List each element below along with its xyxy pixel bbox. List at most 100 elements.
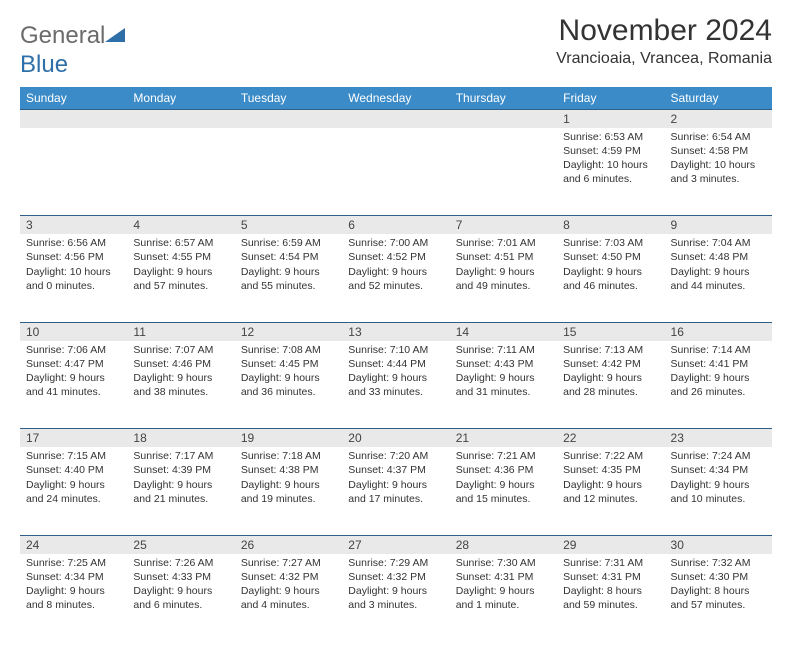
day-content-cell: Sunrise: 7:18 AMSunset: 4:38 PMDaylight:…	[235, 447, 342, 535]
day-number-cell: 10	[20, 322, 127, 341]
sunrise-text: Sunrise: 7:04 AM	[671, 236, 766, 250]
weekday-header-row: Sunday Monday Tuesday Wednesday Thursday…	[20, 87, 772, 110]
day-number-cell: 5	[235, 216, 342, 235]
day-number-cell: 14	[450, 322, 557, 341]
month-title: November 2024	[556, 14, 772, 48]
logo-text-general: General	[20, 22, 105, 49]
day-number-row: 17181920212223	[20, 429, 772, 448]
day-content-cell: Sunrise: 7:15 AMSunset: 4:40 PMDaylight:…	[20, 447, 127, 535]
day-number-cell: 4	[127, 216, 234, 235]
day-content-cell	[342, 128, 449, 216]
day-number-cell: 18	[127, 429, 234, 448]
day-number-cell: 19	[235, 429, 342, 448]
weekday-header: Tuesday	[235, 87, 342, 110]
day-number-cell: 16	[665, 322, 772, 341]
location-label: Vrancioaia, Vrancea, Romania	[556, 50, 772, 68]
day-content-cell: Sunrise: 7:31 AMSunset: 4:31 PMDaylight:…	[557, 554, 664, 642]
sunset-text: Sunset: 4:54 PM	[241, 250, 336, 264]
brand-logo: General Blue	[20, 14, 127, 79]
daylight-text: Daylight: 10 hours and 0 minutes.	[26, 265, 121, 293]
day-number-cell: 7	[450, 216, 557, 235]
day-content-row: Sunrise: 6:53 AMSunset: 4:59 PMDaylight:…	[20, 128, 772, 216]
daylight-text: Daylight: 9 hours and 28 minutes.	[563, 371, 658, 399]
day-content-cell: Sunrise: 7:10 AMSunset: 4:44 PMDaylight:…	[342, 341, 449, 429]
day-content-cell: Sunrise: 7:20 AMSunset: 4:37 PMDaylight:…	[342, 447, 449, 535]
sunset-text: Sunset: 4:43 PM	[456, 357, 551, 371]
day-content-cell: Sunrise: 7:11 AMSunset: 4:43 PMDaylight:…	[450, 341, 557, 429]
day-content-cell: Sunrise: 7:21 AMSunset: 4:36 PMDaylight:…	[450, 447, 557, 535]
day-number-cell: 25	[127, 535, 234, 554]
day-number-cell: 23	[665, 429, 772, 448]
sunrise-text: Sunrise: 7:10 AM	[348, 343, 443, 357]
daylight-text: Daylight: 9 hours and 15 minutes.	[456, 478, 551, 506]
calendar-page: General Blue November 2024 Vrancioaia, V…	[0, 0, 792, 656]
day-number-row: 10111213141516	[20, 322, 772, 341]
day-number-row: 24252627282930	[20, 535, 772, 554]
sunrise-text: Sunrise: 7:06 AM	[26, 343, 121, 357]
sunset-text: Sunset: 4:34 PM	[671, 463, 766, 477]
day-number-cell: 17	[20, 429, 127, 448]
sunrise-text: Sunrise: 7:15 AM	[26, 449, 121, 463]
sunrise-text: Sunrise: 7:30 AM	[456, 556, 551, 570]
day-content-cell: Sunrise: 7:01 AMSunset: 4:51 PMDaylight:…	[450, 234, 557, 322]
sunrise-text: Sunrise: 6:54 AM	[671, 130, 766, 144]
daylight-text: Daylight: 9 hours and 3 minutes.	[348, 584, 443, 612]
day-content-row: Sunrise: 6:56 AMSunset: 4:56 PMDaylight:…	[20, 234, 772, 322]
day-number-cell: 9	[665, 216, 772, 235]
daylight-text: Daylight: 10 hours and 3 minutes.	[671, 158, 766, 186]
day-content-cell: Sunrise: 6:53 AMSunset: 4:59 PMDaylight:…	[557, 128, 664, 216]
day-number-cell: 2	[665, 109, 772, 128]
sunset-text: Sunset: 4:44 PM	[348, 357, 443, 371]
title-block: November 2024 Vrancioaia, Vrancea, Roman…	[556, 14, 772, 68]
sunrise-text: Sunrise: 7:32 AM	[671, 556, 766, 570]
sunset-text: Sunset: 4:52 PM	[348, 250, 443, 264]
sunrise-text: Sunrise: 7:00 AM	[348, 236, 443, 250]
sunset-text: Sunset: 4:59 PM	[563, 144, 658, 158]
sunrise-text: Sunrise: 7:31 AM	[563, 556, 658, 570]
sunrise-text: Sunrise: 7:26 AM	[133, 556, 228, 570]
daylight-text: Daylight: 9 hours and 49 minutes.	[456, 265, 551, 293]
day-content-cell: Sunrise: 7:25 AMSunset: 4:34 PMDaylight:…	[20, 554, 127, 642]
day-number-cell	[235, 109, 342, 128]
day-number-row: 12	[20, 109, 772, 128]
sunset-text: Sunset: 4:39 PM	[133, 463, 228, 477]
sunset-text: Sunset: 4:40 PM	[26, 463, 121, 477]
daylight-text: Daylight: 9 hours and 8 minutes.	[26, 584, 121, 612]
day-content-cell: Sunrise: 7:26 AMSunset: 4:33 PMDaylight:…	[127, 554, 234, 642]
day-content-cell: Sunrise: 7:22 AMSunset: 4:35 PMDaylight:…	[557, 447, 664, 535]
sunrise-text: Sunrise: 7:27 AM	[241, 556, 336, 570]
day-number-cell: 22	[557, 429, 664, 448]
day-content-cell: Sunrise: 7:29 AMSunset: 4:32 PMDaylight:…	[342, 554, 449, 642]
calendar-table: Sunday Monday Tuesday Wednesday Thursday…	[20, 87, 772, 642]
daylight-text: Daylight: 9 hours and 46 minutes.	[563, 265, 658, 293]
day-number-cell: 30	[665, 535, 772, 554]
sunrise-text: Sunrise: 6:57 AM	[133, 236, 228, 250]
sunrise-text: Sunrise: 7:29 AM	[348, 556, 443, 570]
daylight-text: Daylight: 8 hours and 57 minutes.	[671, 584, 766, 612]
sunset-text: Sunset: 4:50 PM	[563, 250, 658, 264]
daylight-text: Daylight: 9 hours and 24 minutes.	[26, 478, 121, 506]
daylight-text: Daylight: 9 hours and 33 minutes.	[348, 371, 443, 399]
sunset-text: Sunset: 4:30 PM	[671, 570, 766, 584]
sunrise-text: Sunrise: 7:07 AM	[133, 343, 228, 357]
sunset-text: Sunset: 4:32 PM	[241, 570, 336, 584]
daylight-text: Daylight: 9 hours and 55 minutes.	[241, 265, 336, 293]
daylight-text: Daylight: 9 hours and 4 minutes.	[241, 584, 336, 612]
daylight-text: Daylight: 9 hours and 57 minutes.	[133, 265, 228, 293]
day-content-cell: Sunrise: 7:30 AMSunset: 4:31 PMDaylight:…	[450, 554, 557, 642]
sunrise-text: Sunrise: 7:22 AM	[563, 449, 658, 463]
day-content-cell: Sunrise: 7:06 AMSunset: 4:47 PMDaylight:…	[20, 341, 127, 429]
daylight-text: Daylight: 9 hours and 38 minutes.	[133, 371, 228, 399]
sunset-text: Sunset: 4:48 PM	[671, 250, 766, 264]
sunset-text: Sunset: 4:37 PM	[348, 463, 443, 477]
day-content-row: Sunrise: 7:25 AMSunset: 4:34 PMDaylight:…	[20, 554, 772, 642]
daylight-text: Daylight: 9 hours and 19 minutes.	[241, 478, 336, 506]
sunset-text: Sunset: 4:31 PM	[563, 570, 658, 584]
sunset-text: Sunset: 4:51 PM	[456, 250, 551, 264]
day-content-cell: Sunrise: 7:13 AMSunset: 4:42 PMDaylight:…	[557, 341, 664, 429]
day-content-row: Sunrise: 7:15 AMSunset: 4:40 PMDaylight:…	[20, 447, 772, 535]
day-content-row: Sunrise: 7:06 AMSunset: 4:47 PMDaylight:…	[20, 341, 772, 429]
day-number-cell	[20, 109, 127, 128]
day-content-cell	[450, 128, 557, 216]
sunrise-text: Sunrise: 7:17 AM	[133, 449, 228, 463]
